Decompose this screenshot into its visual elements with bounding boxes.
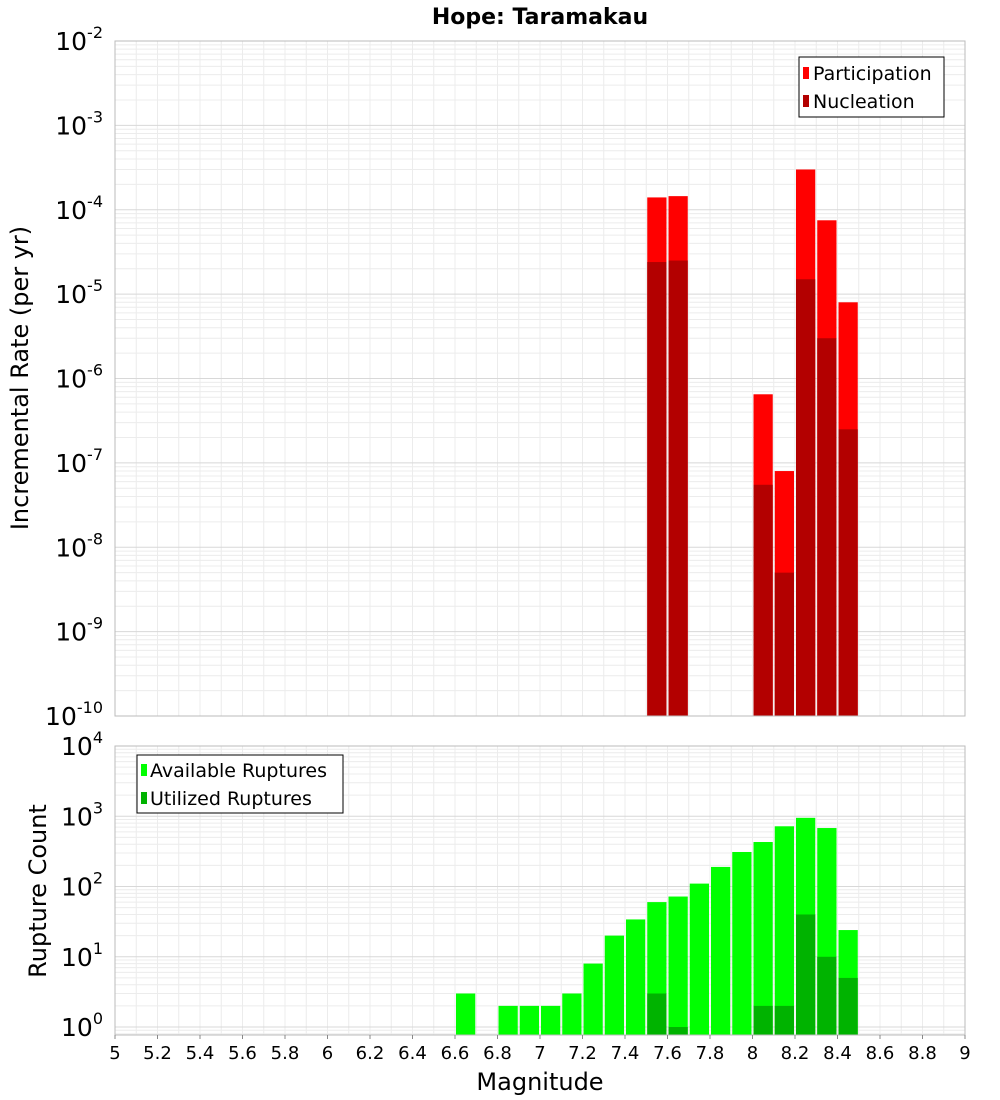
nucleation-legend-swatch: [803, 95, 809, 107]
utilized-ruptures-bar: [796, 914, 816, 1035]
rate-bars: [647, 169, 858, 717]
rate-legend-box: [798, 56, 945, 118]
rate-y-tick-label: 10-10: [45, 698, 103, 731]
participation-legend-swatch: [803, 67, 809, 79]
rate-plot: 10-10 10-9 10-8 10-7 10-6 10-5 10-4 10-3 10-2 In…: [6, 23, 966, 731]
available-ruptures-bar: [541, 1005, 561, 1035]
nucleation-bar: [647, 262, 667, 716]
x-tick-label: 8.4: [823, 1043, 852, 1064]
available-ruptures-bar: [774, 826, 794, 1035]
x-tick-label: 7.6: [653, 1043, 682, 1064]
nucleation-legend-label: Nucleation: [813, 91, 915, 113]
x-tick-label: 6.4: [398, 1043, 427, 1064]
utilized-ruptures-bar: [817, 956, 837, 1035]
count-y-tick-label: 101: [61, 939, 103, 972]
count-y-tick-label: 100: [61, 1009, 103, 1042]
available-ruptures-bar: [668, 896, 688, 1035]
rate-legend: Participation Nucleation: [798, 56, 945, 118]
rate-gridlines: [114, 40, 966, 717]
x-tick-label: 8.2: [781, 1043, 810, 1064]
count-plot: 100 101 102 103 104 5 5.2 5.4 5.6 5.8 6 6.2 6.4 6.6 6…: [24, 728, 971, 1096]
nucleation-bar: [774, 572, 794, 716]
x-tick-label: 6.2: [356, 1043, 385, 1064]
rate-y-tick-label: 10-4: [55, 192, 103, 225]
nucleation-bar: [817, 338, 837, 716]
participation-legend-label: Participation: [813, 63, 932, 85]
available-ruptures-bar: [583, 963, 603, 1035]
x-tick-label: 9: [959, 1043, 970, 1064]
available-ruptures-bar: [604, 935, 624, 1035]
utilized-ruptures-bar: [668, 1027, 688, 1035]
available-ruptures-bar: [498, 1005, 518, 1035]
available-ruptures-bar: [689, 883, 709, 1035]
rate-y-tick-label: 10-8: [55, 529, 103, 562]
rate-y-axis-label: Incremental Rate (per yr): [6, 226, 34, 530]
x-tick-label: 7: [534, 1043, 545, 1064]
x-tick-label: 8: [747, 1043, 758, 1064]
count-y-tick-label: 103: [61, 798, 103, 831]
chart-title: Hope: Taramakau: [432, 5, 648, 30]
available-ruptures-bar: [562, 993, 582, 1035]
x-tick-label: 6.6: [441, 1043, 470, 1064]
nucleation-bar: [796, 279, 816, 716]
count-bars: [456, 817, 858, 1035]
rate-y-tick-label: 10-2: [55, 23, 103, 56]
magnitude-x-ticks: 5 5.2 5.4 5.6 5.8 6 6.2 6.4 6.6 6.8 7 7.2 7.4 7.6 7.8 8…: [109, 1035, 971, 1064]
rate-y-tick-label: 10-5: [55, 276, 103, 309]
available-legend-swatch: [141, 764, 147, 776]
nucleation-bar: [753, 484, 773, 716]
available-ruptures-bar: [753, 842, 773, 1035]
magnitude-x-axis-label: Magnitude: [476, 1068, 603, 1096]
x-tick-label: 7.2: [568, 1043, 597, 1064]
available-ruptures-bar: [732, 851, 752, 1035]
rate-plot-frame: [114, 40, 966, 717]
count-y-axis-label: Rupture Count: [24, 804, 52, 978]
rate-y-tick-label: 10-7: [55, 445, 103, 478]
available-ruptures-bar: [456, 993, 476, 1035]
utilized-legend-label: Utilized Ruptures: [150, 788, 312, 810]
count-y-ticks: 100 101 102 103 104: [61, 728, 103, 1042]
count-legend-box: [136, 754, 344, 814]
x-tick-label: 5.4: [186, 1043, 215, 1064]
utilized-ruptures-bar: [647, 993, 667, 1035]
rate-y-tick-label: 10-6: [55, 361, 103, 394]
available-legend-label: Available Ruptures: [150, 760, 327, 782]
utilized-ruptures-bar: [774, 1005, 794, 1035]
count-y-tick-label: 104: [61, 728, 103, 761]
count-y-tick-label: 102: [61, 869, 103, 902]
x-tick-label: 5.2: [143, 1043, 172, 1064]
x-tick-label: 6.8: [483, 1043, 512, 1064]
rate-y-ticks: 10-10 10-9 10-8 10-7 10-6 10-5 10-4 10-3 10-2: [45, 23, 103, 731]
x-tick-label: 7.4: [611, 1043, 640, 1064]
count-legend: Available Ruptures Utilized Ruptures: [136, 754, 344, 814]
x-tick-label: 5: [109, 1043, 120, 1064]
nucleation-bar: [838, 429, 858, 716]
available-ruptures-bar: [711, 866, 731, 1035]
x-tick-label: 5.6: [228, 1043, 257, 1064]
rate-y-tick-label: 10-9: [55, 614, 103, 647]
utilized-ruptures-bar: [753, 1005, 773, 1035]
utilized-ruptures-bar: [838, 977, 858, 1035]
utilized-legend-swatch: [141, 792, 147, 804]
available-ruptures-bar: [626, 919, 646, 1035]
x-tick-label: 7.8: [696, 1043, 725, 1064]
available-ruptures-bar: [519, 1005, 539, 1035]
x-tick-label: 8.6: [866, 1043, 895, 1064]
rate-y-tick-label: 10-3: [55, 107, 103, 140]
x-tick-label: 8.8: [908, 1043, 937, 1064]
x-tick-label: 5.8: [271, 1043, 300, 1064]
nucleation-bar: [668, 260, 688, 716]
x-tick-label: 6: [322, 1043, 333, 1064]
